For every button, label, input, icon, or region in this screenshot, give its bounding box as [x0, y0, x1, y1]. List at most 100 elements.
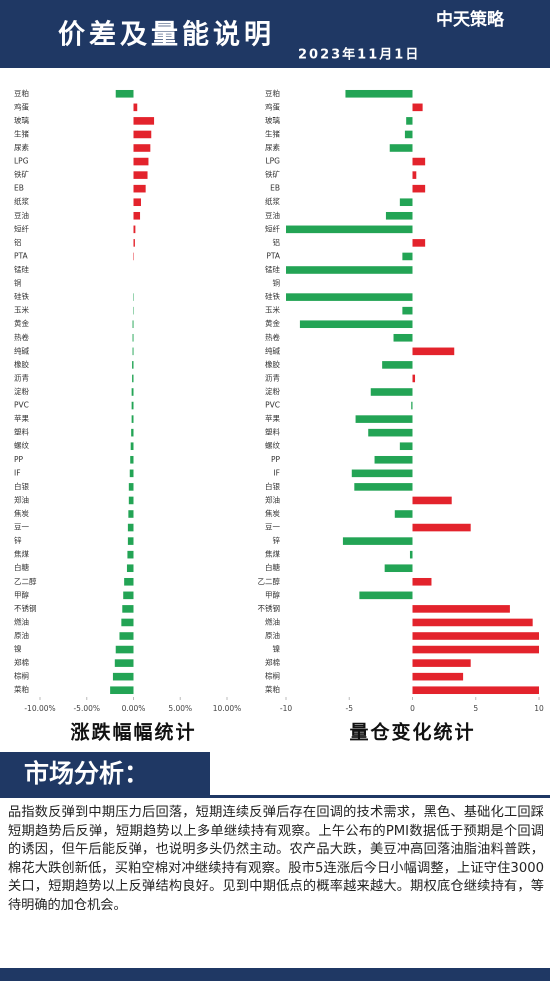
footer-band [0, 968, 550, 981]
x-tick-label: 10 [534, 704, 544, 713]
bar [412, 686, 539, 695]
category-label: 铜 [14, 278, 22, 288]
category-label: 白糖 [14, 562, 29, 572]
bar [131, 401, 134, 410]
page-title: 价差及量能说明 [58, 19, 275, 51]
bar [385, 211, 413, 220]
bar [412, 577, 432, 586]
category-label: 纸浆 [265, 196, 280, 206]
category-label: 鸡蛋 [265, 101, 280, 111]
category-label: 短纤 [14, 223, 29, 233]
bar [412, 374, 416, 383]
x-tick-label: 0 [410, 704, 415, 713]
bar [132, 333, 134, 342]
category-label: IF [273, 468, 280, 477]
category-label: LPG [265, 157, 280, 166]
category-label: 短纤 [265, 223, 280, 233]
bar [412, 645, 539, 654]
bar [409, 550, 413, 559]
category-label: 螺纹 [14, 440, 29, 450]
category-label: 沥青 [14, 372, 29, 382]
category-label: 硅铁 [14, 291, 29, 301]
bar [129, 469, 134, 478]
bar [374, 455, 413, 464]
bar [128, 496, 134, 505]
bar [130, 442, 134, 451]
category-label: 焦煤 [14, 549, 29, 559]
category-label: EB [270, 184, 280, 193]
bar [131, 415, 134, 423]
category-label: 郑油 [265, 494, 280, 504]
bar [399, 442, 413, 451]
bar [412, 672, 464, 681]
category-label: PTA [266, 251, 281, 260]
category-label: 焦煤 [265, 549, 280, 559]
category-label: 镍 [273, 644, 281, 654]
bar [286, 266, 413, 274]
bar [402, 252, 413, 261]
category-label: 原油 [14, 630, 29, 640]
bar [128, 510, 134, 518]
category-label: PTA [14, 251, 29, 260]
category-label: 沥青 [265, 372, 280, 382]
category-label: 焦炭 [265, 508, 280, 518]
bar [389, 144, 413, 152]
category-label: IF [14, 468, 21, 477]
category-label: 棕榈 [265, 671, 280, 681]
category-label: LPG [14, 157, 29, 166]
category-label: PP [271, 455, 281, 464]
category-label: 玻璃 [265, 115, 280, 125]
category-label: 郑棉 [265, 657, 280, 667]
bar [286, 293, 413, 301]
bar [115, 645, 134, 654]
header-band [0, 0, 550, 68]
category-label: 焦炭 [14, 508, 29, 518]
section-heading: 市场分析： [24, 759, 149, 788]
category-label: 铝 [14, 237, 22, 247]
category-label: EB [14, 184, 24, 193]
bar [132, 320, 134, 329]
category-label: 甲醇 [14, 589, 29, 599]
bar [412, 157, 426, 166]
x-tick-label: -10.00% [24, 704, 55, 713]
category-label: 燃油 [265, 616, 280, 626]
bar [412, 605, 510, 613]
category-label: 铜 [273, 278, 281, 288]
category-label: 纸浆 [14, 196, 29, 206]
x-tick-label: -5.00% [73, 704, 100, 713]
bar [345, 89, 413, 98]
bar [133, 103, 138, 112]
bar [132, 361, 134, 369]
category-label: 燃油 [14, 616, 29, 626]
bar [133, 144, 151, 152]
category-label: 铁矿 [14, 169, 29, 179]
category-label: 甲醇 [265, 589, 280, 599]
chart-title: 涨跌幅幅统计 [70, 721, 196, 744]
bar [412, 239, 426, 247]
bar [133, 157, 149, 166]
category-label: 塑料 [265, 427, 280, 437]
bar [133, 225, 136, 234]
category-label: 豆油 [14, 210, 29, 220]
bar [119, 632, 134, 640]
bar [402, 306, 413, 315]
category-label: 苹果 [265, 413, 280, 423]
category-label: 淀粉 [265, 386, 280, 396]
bar [382, 361, 413, 369]
category-label: 原油 [265, 630, 280, 640]
bar [110, 686, 134, 695]
bar [112, 672, 134, 681]
bar [124, 577, 134, 586]
bar [404, 130, 413, 139]
category-label: 热卷 [265, 332, 280, 342]
bar [412, 496, 452, 505]
bar [127, 523, 134, 532]
section-rule [0, 795, 550, 798]
category-label: 白银 [265, 481, 280, 491]
x-tick-label: -10 [280, 704, 292, 713]
category-label: 菜粕 [265, 684, 280, 694]
bar [133, 184, 146, 193]
bar [126, 564, 134, 573]
